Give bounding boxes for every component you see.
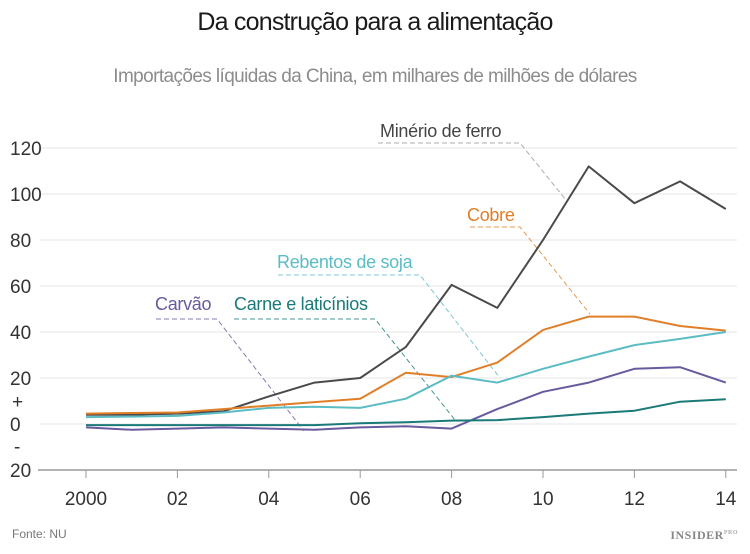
source-note: Fonte: NU (12, 527, 67, 541)
y-tick-label: 100 (10, 185, 42, 206)
x-tick-label: 06 (350, 489, 371, 510)
x-tick-label: 12 (624, 489, 645, 510)
series-label: Carvão (155, 294, 212, 314)
y-tick-label: 20 (10, 369, 31, 390)
y-tick-label: 40 (10, 323, 31, 344)
x-tick-label: 10 (532, 489, 553, 510)
minus-sign-label: - (14, 437, 20, 458)
series-line (86, 165, 727, 416)
y-tick-label: 0 (10, 415, 21, 436)
insider-pro-logo: INSIDERPRO (670, 528, 738, 542)
chart-subtitle: Importações líquidas da China, em milhar… (113, 66, 637, 87)
x-tick-label: 02 (167, 489, 188, 510)
series-label: Minério de ferro (380, 121, 502, 141)
x-tick-label: 14 (715, 489, 737, 510)
leader-line (470, 226, 591, 315)
plus-sign-label: + (12, 392, 23, 413)
series-line (85, 331, 726, 419)
series-label: Rebentos de soja (277, 252, 414, 272)
chart-title: Da construção para a alimentação (197, 8, 553, 36)
leader-line (378, 142, 567, 201)
y-tick-label: 60 (10, 277, 31, 298)
y-tick-label: 80 (10, 231, 31, 252)
x-tick-label: 08 (441, 489, 462, 510)
y-tick-label: 120 (10, 139, 42, 160)
series-label: Cobre (467, 205, 515, 225)
series-line (86, 398, 726, 427)
leader-line (278, 274, 501, 379)
y-tick-label: 20 (10, 461, 31, 482)
series-label: Carne e laticínios (234, 294, 368, 314)
x-tick-label: 2000 (65, 489, 107, 510)
x-tick-label: 04 (258, 489, 280, 510)
